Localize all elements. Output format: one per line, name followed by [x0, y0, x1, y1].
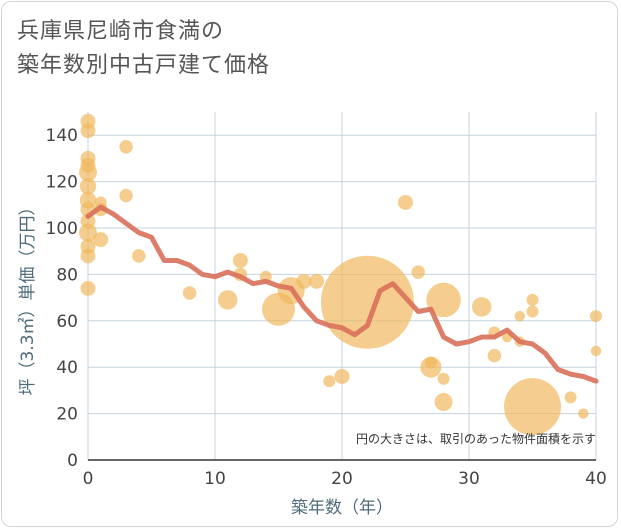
y-tick-label: 60 — [56, 312, 78, 332]
data-point — [217, 290, 238, 310]
data-point — [93, 232, 109, 248]
chart-title-line-2: 築年数別中古戸建て価格 — [17, 53, 271, 78]
y-tick-label: 140 — [46, 126, 78, 146]
y-tick-label: 80 — [56, 265, 78, 285]
data-point — [119, 188, 133, 203]
bubble-layer — [79, 113, 602, 436]
x-axis-title: 築年数（年） — [291, 498, 393, 518]
data-point — [471, 297, 492, 317]
x-tick-label: 0 — [83, 469, 94, 489]
data-point — [590, 345, 602, 357]
trend-line — [85, 204, 599, 384]
data-point — [119, 140, 133, 154]
data-point — [80, 157, 96, 173]
data-point — [434, 393, 453, 411]
data-point — [411, 265, 425, 279]
x-tick-label: 40 — [585, 469, 607, 489]
data-point — [80, 123, 96, 139]
y-tick-label: 120 — [46, 173, 78, 193]
data-point — [323, 375, 336, 388]
data-point — [79, 223, 97, 242]
data-point — [309, 273, 325, 289]
data-point — [296, 273, 312, 289]
chart-title: 兵庫県尼崎市食満の 築年数別中古戸建て価格 — [17, 15, 270, 83]
data-point — [504, 378, 561, 436]
x-tick-label: 10 — [204, 469, 226, 489]
data-point — [590, 310, 602, 323]
x-tick-label: 20 — [331, 469, 353, 489]
tick-labels: 0 20 40 60 80 100 120 140 0 10 20 30 40 — [46, 126, 607, 489]
data-point — [426, 282, 461, 318]
data-point — [132, 249, 146, 263]
data-point — [232, 252, 248, 268]
data-point — [80, 248, 96, 264]
data-point — [578, 408, 589, 419]
y-tick-label: 40 — [56, 358, 78, 378]
data-point — [398, 194, 413, 210]
data-point — [334, 368, 350, 384]
size-note: 円の大きさは、取引のあった物件面積を示す — [356, 431, 596, 446]
data-point — [514, 310, 526, 322]
y-tick-label: 0 — [67, 451, 78, 471]
y-axis-title: 坪（3.3㎡）単価（万円） — [18, 198, 38, 395]
x-tick-label: 30 — [458, 469, 480, 489]
data-point — [79, 177, 97, 195]
data-point — [424, 356, 437, 369]
data-point — [437, 372, 450, 385]
y-tick-label: 100 — [46, 219, 78, 239]
data-point — [182, 286, 197, 300]
chart-title-line-1: 兵庫県尼崎市食満の — [17, 19, 225, 44]
data-point — [80, 280, 96, 296]
data-point — [564, 391, 577, 404]
data-point — [526, 293, 539, 306]
data-point — [320, 255, 414, 349]
data-point — [94, 196, 107, 209]
data-point — [526, 305, 539, 318]
trend-layer — [85, 204, 599, 384]
data-point — [487, 348, 502, 363]
y-tick-label: 20 — [56, 405, 78, 425]
data-point — [80, 213, 96, 229]
